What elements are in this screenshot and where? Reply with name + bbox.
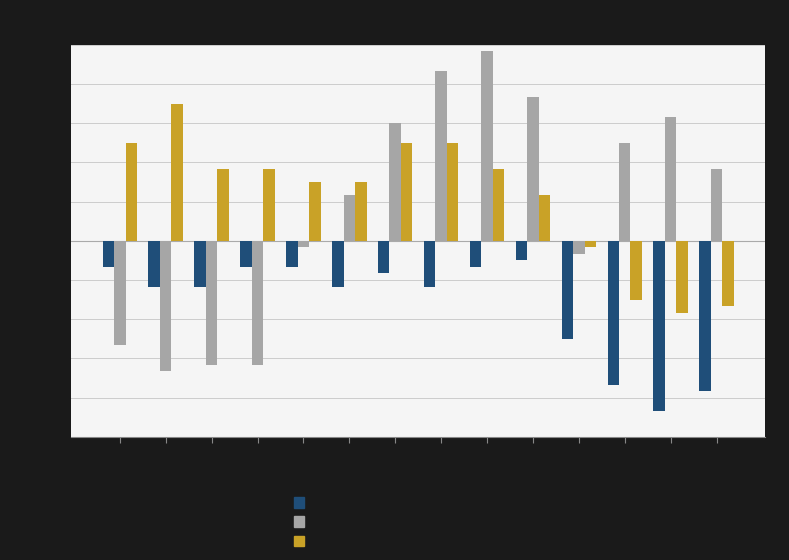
- Bar: [665, 116, 676, 241]
- Bar: [252, 241, 264, 365]
- Bar: [573, 241, 585, 254]
- Bar: [390, 123, 401, 241]
- Bar: [619, 143, 630, 241]
- Bar: [114, 241, 125, 346]
- Bar: [343, 195, 355, 241]
- Bar: [355, 182, 367, 241]
- Bar: [160, 241, 171, 371]
- Bar: [194, 241, 206, 287]
- Bar: [378, 241, 390, 273]
- Bar: [264, 169, 275, 241]
- Bar: [722, 241, 734, 306]
- Bar: [447, 143, 458, 241]
- Bar: [286, 241, 297, 267]
- Bar: [493, 169, 504, 241]
- Bar: [676, 241, 688, 312]
- Bar: [562, 241, 573, 339]
- Bar: [401, 143, 413, 241]
- Bar: [424, 241, 436, 287]
- Bar: [148, 241, 160, 287]
- Bar: [297, 241, 309, 248]
- Bar: [527, 97, 539, 241]
- Bar: [699, 241, 711, 391]
- Bar: [125, 143, 137, 241]
- Bar: [436, 71, 447, 241]
- Bar: [539, 195, 550, 241]
- Bar: [516, 241, 527, 260]
- Bar: [332, 241, 343, 287]
- Bar: [630, 241, 642, 300]
- Bar: [241, 241, 252, 267]
- Bar: [481, 52, 493, 241]
- Bar: [585, 241, 596, 248]
- Bar: [206, 241, 217, 365]
- Bar: [653, 241, 665, 410]
- Bar: [711, 169, 722, 241]
- Bar: [217, 169, 229, 241]
- Bar: [469, 241, 481, 267]
- Bar: [171, 104, 183, 241]
- Bar: [309, 182, 320, 241]
- Legend: , , : , ,: [294, 497, 306, 548]
- Bar: [103, 241, 114, 267]
- Bar: [608, 241, 619, 385]
